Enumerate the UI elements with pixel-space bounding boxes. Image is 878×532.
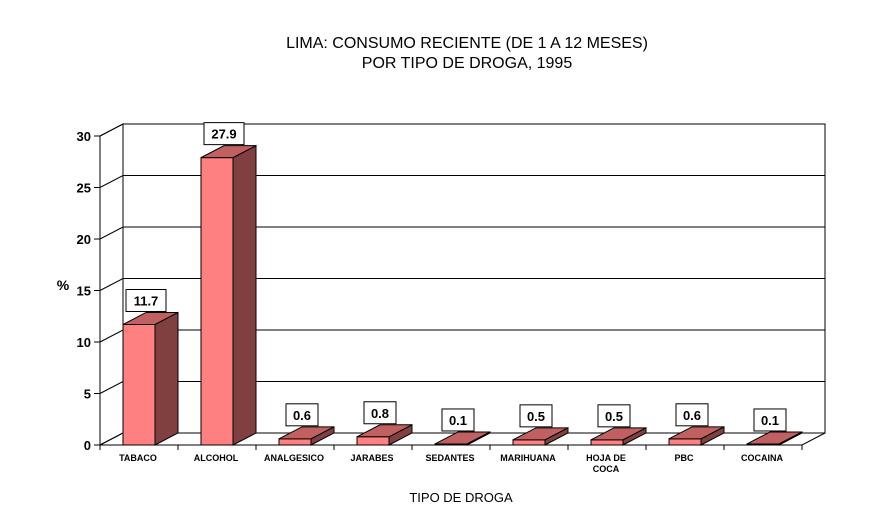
data-label-box	[753, 408, 787, 432]
bar-top	[122, 311, 179, 325]
data-label-box	[519, 404, 553, 428]
bar	[122, 311, 179, 446]
category-label: JARABES	[350, 453, 393, 463]
data-label-box	[597, 404, 631, 428]
bar-front	[278, 438, 312, 446]
bar-side	[154, 311, 179, 446]
chart-title-line-1: LIMA: CONSUMO RECIENTE (DE 1 A 12 MESES)	[286, 35, 648, 52]
y-axis-label: %	[57, 277, 70, 293]
bar-front	[590, 439, 624, 446]
category-label: HOJA DE	[586, 453, 626, 463]
y-tick-label: 25	[77, 181, 91, 196]
data-label: 0.6	[683, 408, 701, 423]
bar	[590, 427, 647, 446]
plot-area: 0 5 10 15 20 25 30 11.7 TABACO 27.9 ALCOHOL 0.6 ANAL…	[77, 122, 826, 474]
bar-front	[122, 323, 156, 446]
bar	[278, 425, 335, 446]
category-label: COCA	[593, 464, 620, 474]
category-label: TABACO	[119, 453, 157, 463]
y-tick-label: 5	[84, 387, 91, 402]
data-label: 0.6	[293, 408, 311, 423]
chart-title-line-2: POR TIPO DE DROGA, 1995	[362, 55, 573, 72]
gridline	[99, 226, 825, 240]
bar-top	[278, 426, 335, 440]
bar-top	[668, 426, 725, 440]
data-label-box	[363, 401, 397, 425]
bar	[434, 431, 491, 446]
bar-top	[356, 424, 413, 438]
data-label: 27.9	[211, 127, 236, 142]
data-label-box	[125, 288, 167, 312]
data-label-box	[285, 403, 319, 427]
gridline	[99, 175, 825, 188]
bar	[668, 425, 725, 446]
data-label-box	[203, 122, 245, 146]
data-label-box	[441, 408, 475, 432]
bar	[512, 427, 569, 446]
category-label: ANALGESICO	[264, 453, 324, 463]
bar-top	[200, 145, 257, 159]
category-label: COCAINA	[741, 453, 783, 463]
data-label: 0.5	[605, 409, 623, 424]
y-tick-label: 20	[77, 232, 91, 247]
y-tick-label: 10	[77, 335, 91, 350]
data-label: 0.1	[761, 413, 779, 428]
bar-top	[434, 431, 491, 445]
bar	[200, 144, 257, 446]
x-axis-label: TIPO DE DROGA	[409, 490, 513, 505]
bar	[356, 423, 413, 446]
bar-front	[668, 438, 702, 446]
bar-front	[356, 436, 390, 446]
gridline	[99, 278, 825, 291]
category-label: ALCOHOL	[194, 453, 239, 463]
bar-side	[232, 144, 257, 446]
data-label: 11.7	[134, 293, 159, 308]
data-label: 0.8	[371, 406, 389, 421]
y-tick-label: 0	[84, 438, 91, 453]
category-label: SEDANTES	[425, 453, 474, 463]
bar-front	[200, 157, 234, 446]
category-label: MARIHUANA	[500, 453, 556, 463]
bar-top	[512, 427, 569, 441]
data-label: 0.1	[449, 413, 467, 428]
bar-front	[512, 439, 546, 446]
bar	[746, 431, 803, 446]
category-label: PBC	[674, 453, 694, 463]
bar-top	[590, 427, 647, 441]
gridline	[99, 123, 825, 137]
bar-top	[746, 431, 803, 445]
data-label-box	[675, 403, 709, 427]
y-tick-label: 15	[77, 284, 91, 299]
y-tick-label: 30	[77, 129, 91, 144]
data-label: 0.5	[527, 409, 545, 424]
